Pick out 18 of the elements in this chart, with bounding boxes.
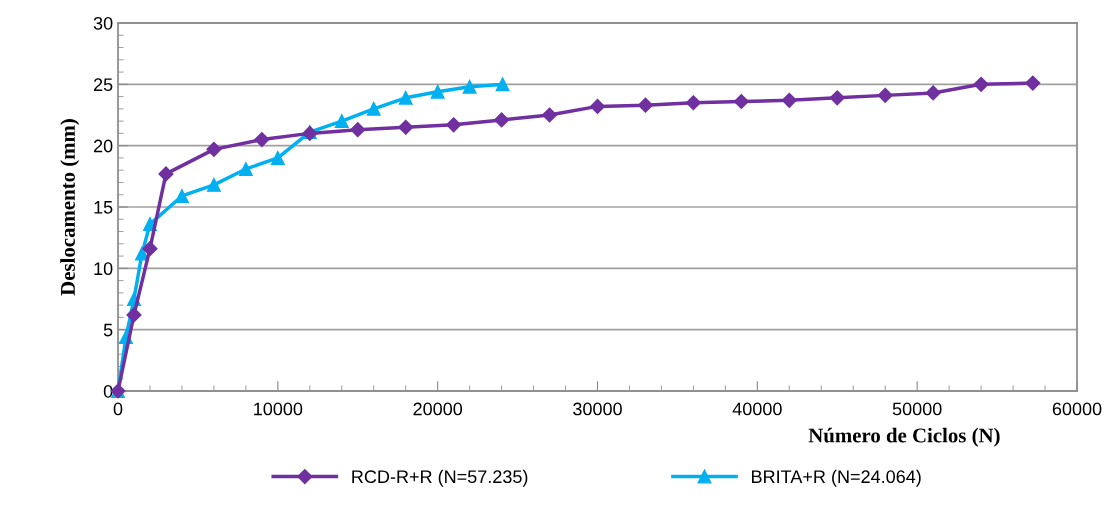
y-tick-label: 10 xyxy=(94,262,113,276)
y-tick-label: 5 xyxy=(103,323,113,337)
x-axis-title: Número de Ciclos (N) xyxy=(808,427,1000,447)
x-tick-label: 20000 xyxy=(413,402,463,416)
y-tick-label: 25 xyxy=(93,78,113,92)
y-tick-label: 30 xyxy=(93,16,113,30)
x-tick-label: 40000 xyxy=(732,402,782,416)
x-tick-label: 10000 xyxy=(254,402,303,416)
x-tick-label: 30000 xyxy=(573,402,622,416)
y-tick-label: 15 xyxy=(94,201,113,214)
y-tick-label: 20 xyxy=(93,139,113,153)
x-tick-label: 0 xyxy=(113,402,123,416)
legend-label: RCD-R+R (N=57.235) xyxy=(352,469,528,487)
x-tick-label: 50000 xyxy=(892,402,942,416)
x-tick-label: 60000 xyxy=(1052,402,1102,416)
legend-label: BRITA+R (N=24.064) xyxy=(752,469,921,487)
y-axis-title: Deslocamento (mm) xyxy=(60,119,80,296)
y-tick-label: 0 xyxy=(103,384,113,398)
